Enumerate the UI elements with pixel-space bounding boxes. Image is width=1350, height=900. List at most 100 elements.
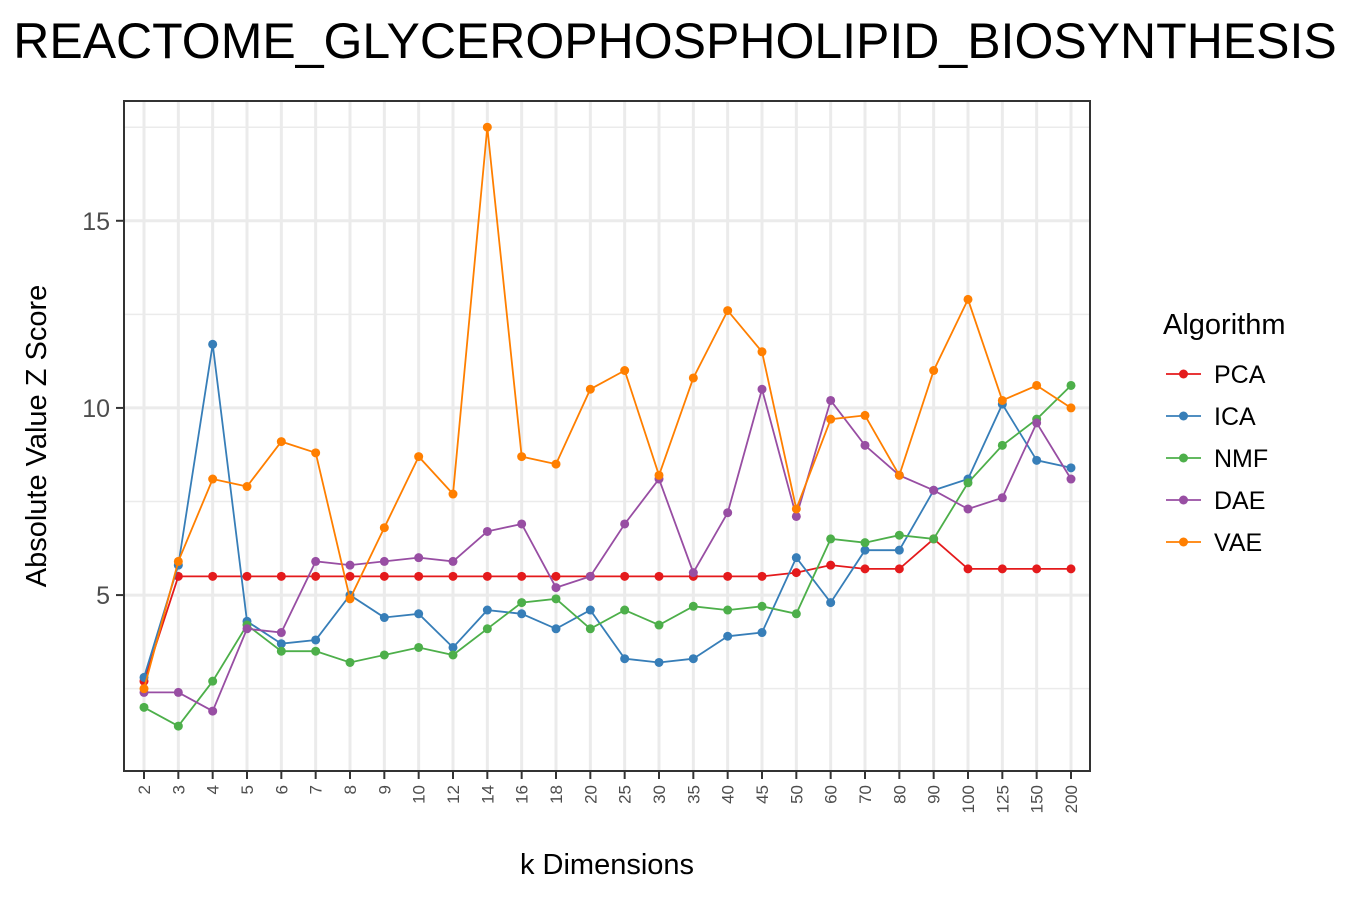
x-tick-label: 4	[204, 785, 223, 794]
series-dae	[139, 384, 1076, 716]
legend-key-point	[1179, 453, 1188, 463]
point-nmf	[585, 624, 595, 634]
x-tick-label: 20	[581, 785, 600, 804]
point-vae	[276, 437, 286, 447]
point-dae	[757, 384, 767, 394]
x-tick-label: 150	[1028, 785, 1047, 813]
point-pca	[345, 571, 355, 581]
point-nmf	[139, 702, 149, 712]
x-tick-label: 40	[719, 785, 738, 804]
series-line-ica	[143, 344, 1072, 678]
x-tick-label: 25	[616, 785, 635, 804]
point-vae	[826, 414, 836, 424]
point-pca	[654, 571, 664, 581]
chart-title-text: REACTOME_GLYCEROPHOSPHOLIPID_BIOSYNTHESI…	[13, 13, 1337, 69]
point-ica	[414, 609, 424, 619]
point-nmf	[517, 598, 527, 608]
point-vae	[208, 474, 218, 484]
point-nmf	[448, 650, 458, 660]
x-tick-label: 80	[890, 785, 909, 804]
point-vae	[345, 594, 355, 604]
point-vae	[1066, 403, 1076, 413]
y-tick-label: 5	[96, 582, 110, 610]
point-nmf	[345, 657, 355, 667]
point-pca	[620, 571, 630, 581]
point-pca	[448, 571, 458, 581]
legend-item-nmf: NMF	[1166, 445, 1268, 473]
legend-label: DAE	[1214, 487, 1265, 515]
x-tick-label: 90	[925, 785, 944, 804]
point-dae	[860, 440, 870, 450]
panel-border	[123, 100, 1091, 772]
grid	[124, 101, 1090, 771]
x-tick-label: 2	[135, 785, 154, 794]
point-ica	[688, 654, 698, 664]
point-dae	[1032, 418, 1042, 428]
legend: Algorithm PCA ICA NMF DAE VAE	[1163, 309, 1286, 557]
point-pca	[826, 560, 836, 570]
legend-item-vae: VAE	[1166, 529, 1262, 557]
series-pca	[139, 534, 1076, 686]
point-nmf	[414, 642, 424, 652]
x-tick-label: 70	[856, 785, 875, 804]
series-line-pca	[143, 537, 1071, 682]
point-ica	[757, 628, 767, 638]
point-pca	[757, 571, 767, 581]
point-pca	[208, 571, 218, 581]
point-pca	[276, 571, 286, 581]
legend-label: ICA	[1214, 403, 1256, 431]
point-pca	[894, 564, 904, 574]
point-dae	[723, 508, 733, 518]
point-dae	[242, 624, 252, 634]
point-vae	[311, 448, 321, 458]
point-vae	[654, 470, 664, 480]
x-tick-label: 30	[650, 785, 669, 804]
legend-key-point	[1179, 495, 1188, 505]
point-vae	[551, 459, 561, 469]
point-nmf	[1066, 380, 1076, 390]
x-tick-label: 16	[513, 785, 532, 804]
point-dae	[448, 556, 458, 566]
point-ica	[551, 624, 561, 634]
point-nmf	[276, 646, 286, 656]
point-dae	[517, 519, 527, 529]
point-vae	[1032, 380, 1042, 390]
point-pca	[379, 571, 389, 581]
point-vae	[517, 452, 527, 462]
x-tick-label: 125	[993, 785, 1012, 813]
point-nmf	[894, 530, 904, 540]
x-tick-label: 200	[1062, 785, 1081, 813]
point-vae	[139, 684, 149, 694]
point-vae	[723, 306, 733, 316]
point-dae	[997, 493, 1007, 503]
series-line-vae	[143, 127, 1072, 689]
point-vae	[860, 410, 870, 420]
x-tick-label: 12	[444, 785, 463, 804]
chart-title: REACTOME_GLYCEROPHOSPHOLIPID_BIOSYNTHESI…	[0, 12, 1350, 82]
x-axis-label: k Dimensions	[520, 849, 694, 881]
x-tick-label: 45	[753, 785, 772, 804]
legend-item-pca: PCA	[1166, 361, 1266, 389]
point-pca	[242, 571, 252, 581]
legend-key-point	[1179, 537, 1188, 547]
legend-item-ica: ICA	[1166, 403, 1256, 431]
point-vae	[173, 556, 183, 566]
point-nmf	[929, 534, 939, 544]
point-pca	[1066, 564, 1076, 574]
point-nmf	[620, 605, 630, 615]
point-pca	[517, 571, 527, 581]
point-nmf	[997, 440, 1007, 450]
x-tick-label: 50	[787, 785, 806, 804]
point-ica	[791, 553, 801, 563]
point-dae	[379, 556, 389, 566]
series-layer	[139, 122, 1076, 731]
point-ica	[276, 639, 286, 649]
x-tick-label: 10	[410, 785, 429, 804]
point-nmf	[757, 601, 767, 611]
series-line-dae	[144, 385, 1072, 713]
point-nmf	[723, 605, 733, 615]
point-vae	[585, 384, 595, 394]
point-ica	[311, 635, 321, 645]
x-tick-label: 7	[307, 785, 326, 794]
